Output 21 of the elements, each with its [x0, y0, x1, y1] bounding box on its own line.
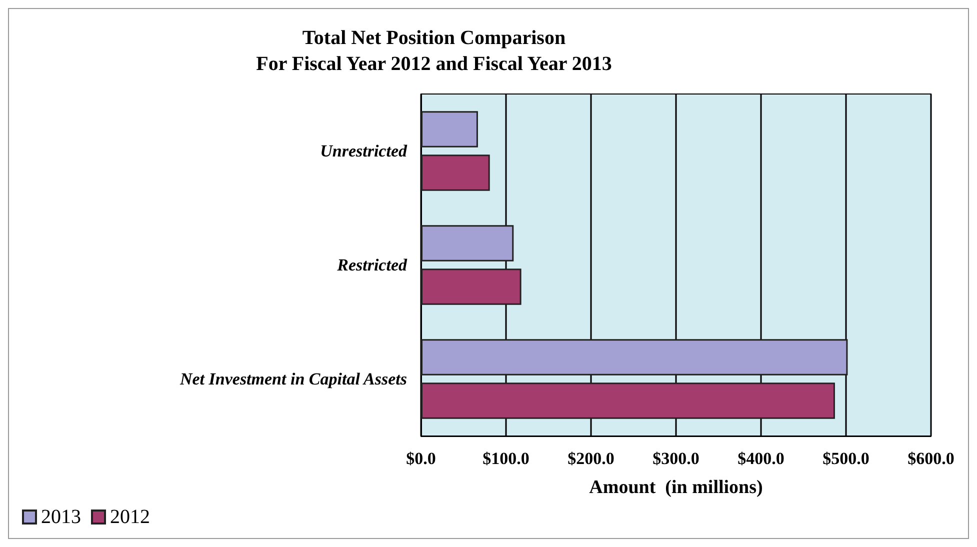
- y-tick-label: Unrestricted: [320, 142, 408, 160]
- bar: [421, 382, 835, 419]
- x-tick-label: $300.0: [652, 449, 700, 468]
- bar: [421, 111, 478, 148]
- legend-label: 2013: [41, 506, 81, 528]
- bar: [421, 268, 522, 305]
- bar: [421, 225, 514, 262]
- legend-label: 2012: [110, 506, 150, 528]
- chart-subtitle: For Fiscal Year 2012 and Fiscal Year 2013: [256, 53, 612, 75]
- x-axis-title: Amount (in millions): [589, 477, 763, 498]
- x-tick-label: $600.0: [908, 449, 954, 468]
- bar: [421, 339, 848, 376]
- bar: [421, 154, 490, 191]
- x-tick-label: $200.0: [568, 449, 614, 468]
- x-tick-label: $400.0: [738, 449, 784, 468]
- y-tick-label: Restricted: [336, 256, 408, 274]
- x-tick-label: $0.0: [406, 449, 436, 468]
- x-tick-label: $100.0: [482, 449, 530, 468]
- chart-title: Total Net Position Comparison: [302, 27, 566, 49]
- x-tick-label: $500.0: [822, 449, 870, 468]
- y-tick-label: Net Investment in Capital Assets: [178, 370, 408, 388]
